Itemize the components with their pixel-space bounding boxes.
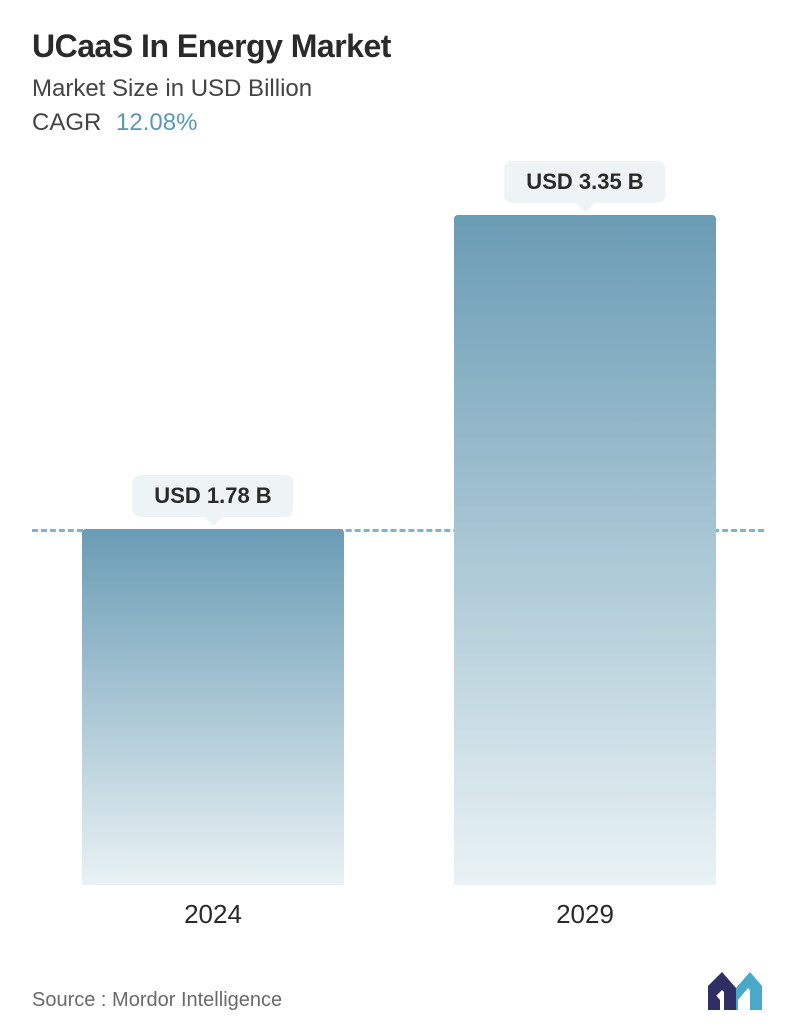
chart-subtitle: Market Size in USD Billion bbox=[32, 75, 764, 103]
source-attribution: Source : Mordor Intelligence bbox=[32, 989, 282, 1012]
x-axis-label-2024: 2024 bbox=[82, 899, 344, 930]
chart-footer: Source : Mordor Intelligence bbox=[32, 972, 764, 1012]
cagr-value: 12.08% bbox=[116, 109, 197, 136]
bar-2024 bbox=[82, 529, 344, 885]
chart-title: UCaaS In Energy Market bbox=[32, 28, 764, 65]
bar-chart: 20242029 USD 1.78 BUSD 3.35 B bbox=[32, 165, 764, 885]
value-label-2029: USD 3.35 B bbox=[504, 161, 665, 203]
mordor-logo-icon bbox=[706, 972, 764, 1012]
cagr-label: CAGR bbox=[32, 109, 101, 136]
cagr-row: CAGR 12.08% bbox=[32, 109, 764, 137]
value-label-2024: USD 1.78 B bbox=[132, 475, 293, 517]
x-axis-label-2029: 2029 bbox=[454, 899, 716, 930]
bar-2029 bbox=[454, 215, 716, 885]
